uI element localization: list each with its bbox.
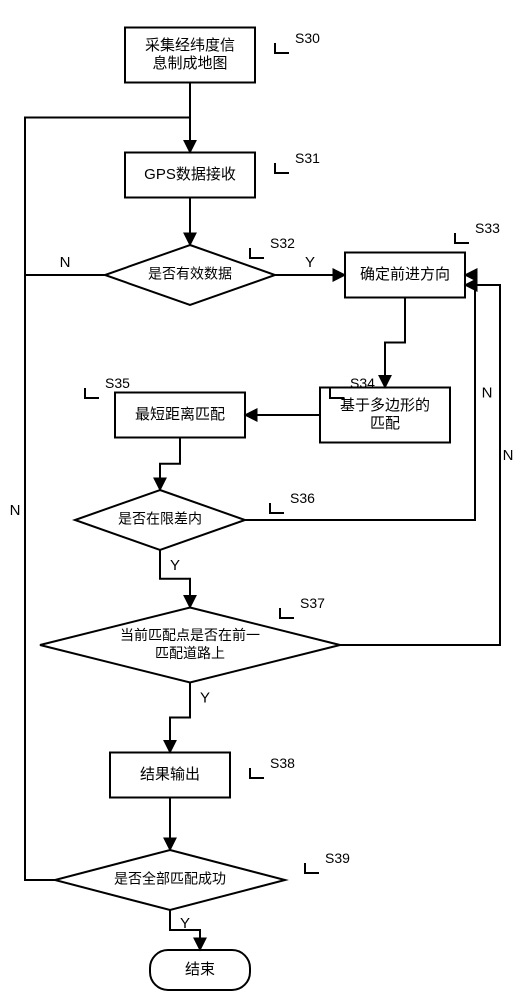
s36-text: 是否在限差内	[118, 511, 202, 527]
node-s39: 是否全部匹配成功	[55, 850, 285, 910]
svg-text:S34: S34	[350, 375, 375, 391]
s30-text: 采集经纬度信息制成地图	[145, 37, 235, 72]
node-s30: 采集经纬度信息制成地图	[125, 28, 255, 83]
node-s33: 确定前进方向	[345, 253, 465, 298]
node-s36: 是否在限差内	[75, 490, 245, 550]
s35-text: 最短距离匹配	[135, 406, 225, 423]
svg-text:Y: Y	[170, 557, 180, 574]
svg-text:S36: S36	[290, 490, 315, 506]
node-s31: GPS数据接收	[125, 153, 255, 198]
node-s38: 结果输出	[110, 753, 230, 798]
node-s34: 基于多边形的匹配	[320, 388, 450, 443]
svg-text:N: N	[60, 254, 71, 271]
s38-text: 结果输出	[140, 766, 200, 783]
svg-text:Y: Y	[200, 690, 210, 707]
svg-text:S35: S35	[105, 375, 130, 391]
svg-text:S38: S38	[270, 755, 295, 771]
svg-text:S39: S39	[325, 850, 350, 866]
s32-text: 是否有效数据	[148, 266, 232, 282]
svg-text:N: N	[482, 385, 493, 402]
node-end: 结束	[150, 950, 250, 990]
s31-text: GPS数据接收	[144, 166, 236, 183]
svg-text:N: N	[10, 502, 21, 519]
s39-text: 是否全部匹配成功	[114, 871, 226, 887]
svg-text:S32: S32	[270, 235, 295, 251]
svg-text:S37: S37	[300, 595, 325, 611]
svg-text:S30: S30	[295, 30, 320, 46]
svg-text:S31: S31	[295, 150, 320, 166]
svg-text:Y: Y	[305, 254, 315, 271]
svg-text:N: N	[503, 447, 514, 464]
end-text: 结束	[185, 961, 215, 978]
node-s37: 当前匹配点是否在前一匹配道路上	[40, 608, 340, 683]
svg-text:Y: Y	[180, 915, 190, 932]
s33-text: 确定前进方向	[360, 266, 450, 283]
svg-text:S33: S33	[475, 220, 500, 236]
node-s35: 最短距离匹配	[115, 393, 245, 438]
